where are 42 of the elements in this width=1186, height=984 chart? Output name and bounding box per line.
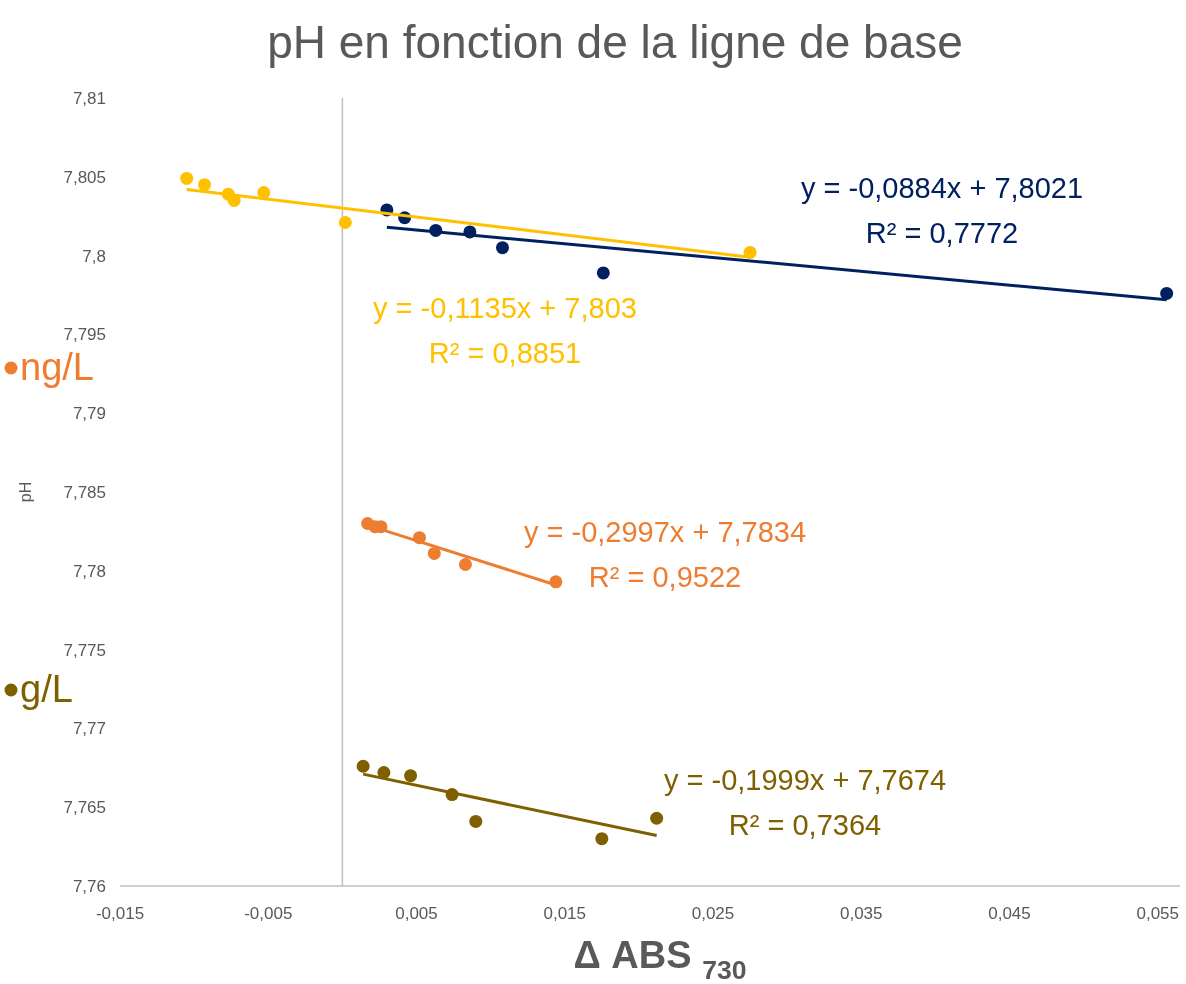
x-tick-label: 0,035: [839, 904, 883, 923]
series-label: y = -0,0884x + 7,8021 R² = 0,7772: [800, 172, 1084, 249]
x-axis-title: Δ ABS $_{730}$: [573, 934, 747, 984]
y-tick-label: 7,785: [63, 483, 106, 502]
point: [596, 266, 610, 280]
x-tick-label: -0,015: [95, 904, 145, 923]
point: [180, 171, 194, 185]
x-tick-label: -0,005: [244, 904, 293, 923]
point: [458, 558, 472, 571]
y-tick-label: 7,78: [72, 561, 106, 581]
point: [650, 811, 664, 825]
y-tick-label: 7,76: [72, 877, 106, 896]
x-tick-label: 0,015: [543, 904, 587, 923]
point: [356, 759, 370, 773]
point: [1160, 286, 1174, 300]
x-tick-label: 0,045: [988, 904, 1031, 923]
series-label: y = -0,2997x + 7,7834 R² = 0,9522: [523, 516, 807, 593]
y-tick-label: 7,77: [72, 719, 106, 739]
series-label: y = -0,1999x + 7,7674 R² = 0,7364: [663, 764, 947, 841]
y-tick-label: 7,8: [82, 246, 106, 266]
point: [338, 216, 352, 229]
point: [404, 769, 418, 783]
series-label: y = -0,1135x + 7,803 R² = 0,8851: [373, 292, 637, 369]
legend-label: g/L: [20, 668, 73, 710]
x-tick-label: 0,025: [691, 904, 735, 923]
point: [257, 186, 271, 200]
point: [198, 178, 211, 192]
y-tick-label: 7,805: [63, 167, 106, 187]
point: [595, 832, 609, 846]
y-tick-label: 7,765: [63, 798, 106, 818]
point: [495, 241, 509, 255]
point: [469, 814, 483, 828]
x-tick-label: 0,055: [1136, 904, 1180, 923]
y-tick-label: 7,795: [63, 325, 106, 345]
y-axis-title: pH: [17, 481, 34, 503]
y-tick-label: 7,79: [72, 404, 106, 424]
y-tick-label: 7,81: [72, 89, 106, 108]
point: [427, 546, 441, 560]
legend-label: ng/L: [20, 346, 94, 388]
chart-title: pH en fonction de la ligne de base: [267, 16, 963, 68]
x-tick-label: 0,005: [395, 904, 438, 923]
y-tick-label: 7,775: [63, 640, 106, 660]
